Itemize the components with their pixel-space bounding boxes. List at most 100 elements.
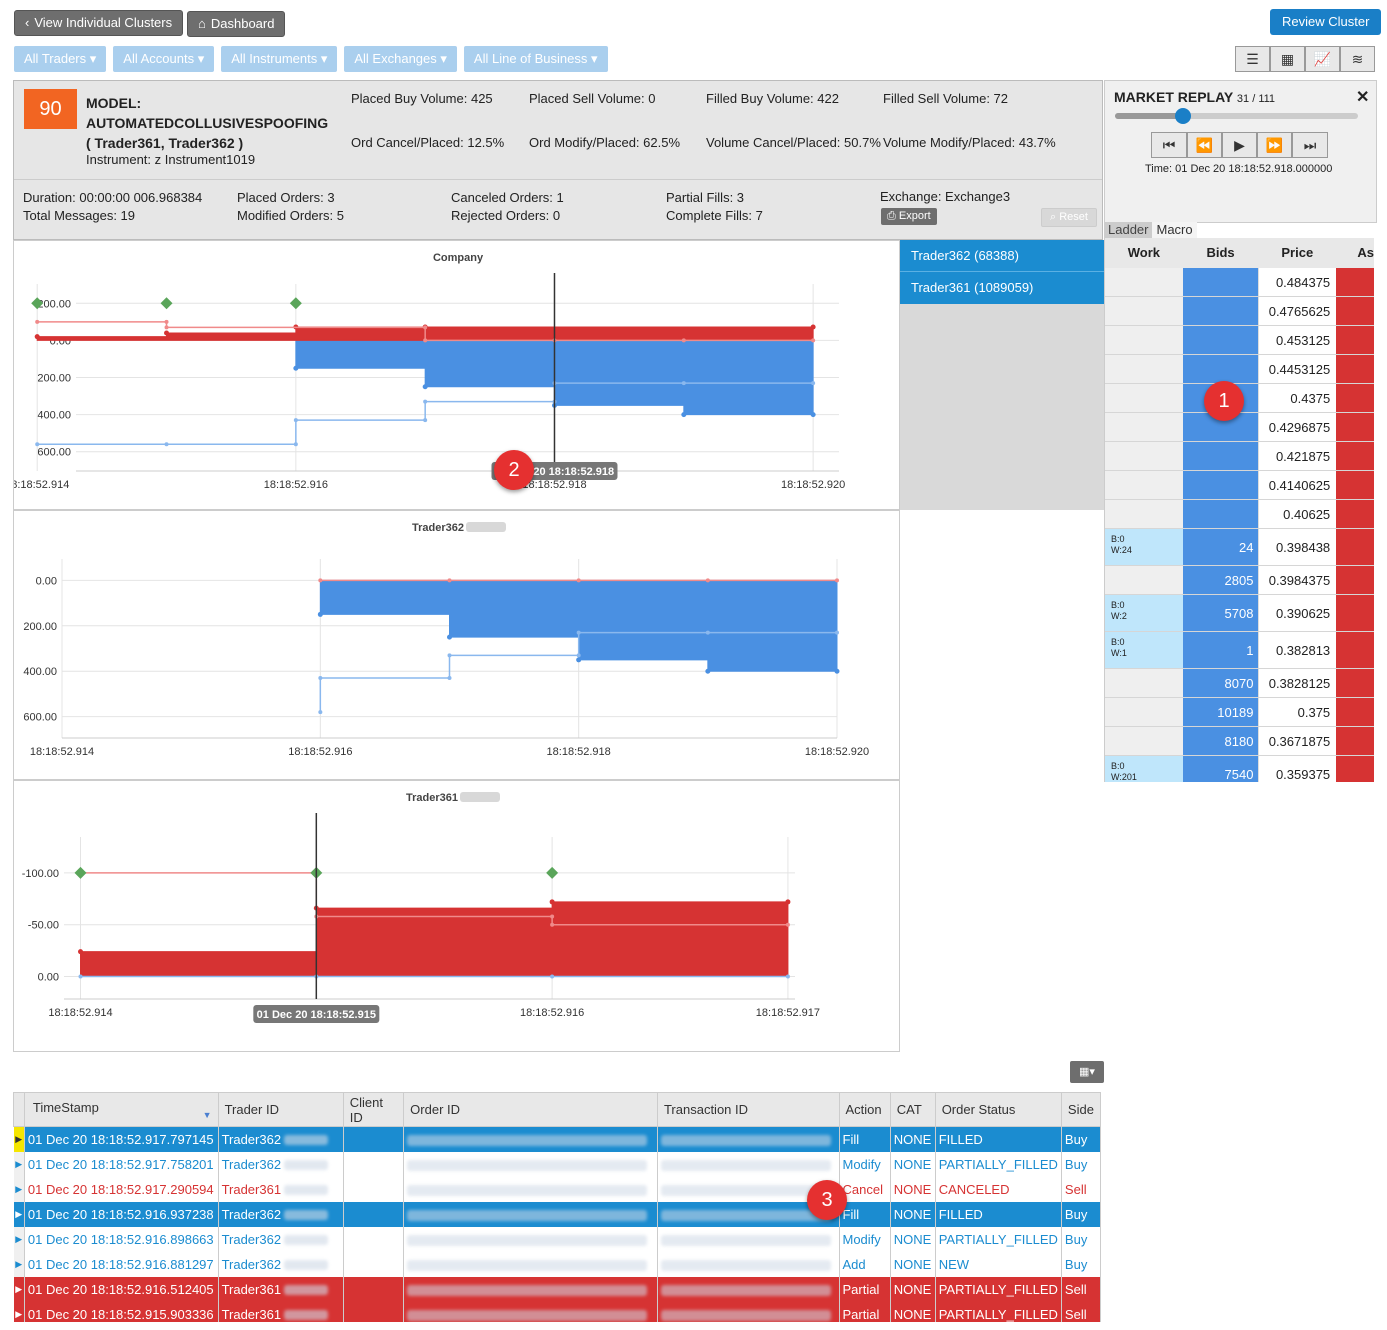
row-expand-icon[interactable]: ▶ xyxy=(13,1201,25,1227)
dashboard-button[interactable]: ⌂ Dashboard xyxy=(187,11,286,37)
col-side[interactable]: Side xyxy=(1060,1092,1102,1127)
col-action[interactable]: Action xyxy=(838,1092,891,1127)
table-row[interactable]: ▶ 01 Dec 20 18:18:52.916.881297 Trader362 A… xyxy=(13,1251,1102,1277)
filter-lob[interactable]: All Line of Business ▾ xyxy=(463,46,608,72)
ladder-row[interactable]: 8180 0.3671875 xyxy=(1105,727,1374,756)
ladder-ask-cell[interactable] xyxy=(1336,268,1374,296)
ladder-ask-cell[interactable] xyxy=(1336,727,1374,755)
ladder-bid-cell[interactable] xyxy=(1182,471,1259,499)
ladder-ask-cell[interactable] xyxy=(1336,442,1374,470)
col-transaction-id[interactable]: Transaction ID xyxy=(656,1092,840,1127)
review-cluster-button[interactable]: Review Cluster xyxy=(1270,9,1382,35)
grid-view-icon[interactable]: ▦ xyxy=(1270,46,1305,72)
ladder-bid-cell[interactable] xyxy=(1182,297,1259,325)
ladder-ask-cell[interactable] xyxy=(1336,669,1374,697)
ladder-ask-cell[interactable] xyxy=(1336,566,1374,594)
table-row[interactable]: ▶ 01 Dec 20 18:18:52.917.290594 Trader361 C… xyxy=(13,1176,1102,1202)
reset-button[interactable]: ⌕ Reset xyxy=(1041,208,1097,227)
ladder-bid-cell[interactable] xyxy=(1182,442,1259,470)
col-client-id[interactable]: Client ID xyxy=(342,1092,405,1127)
ladder-bid-cell[interactable]: 10189 xyxy=(1182,698,1259,726)
ladder-bid-cell[interactable] xyxy=(1182,326,1259,354)
ladder-row[interactable]: 0.4765625 xyxy=(1105,297,1374,326)
sort-desc-icon[interactable]: ▼ xyxy=(202,1109,212,1120)
ladder-row[interactable]: 0.421875 xyxy=(1105,442,1374,471)
ladder-row[interactable]: B:0 W:201 7540 0.359375 xyxy=(1105,756,1374,782)
trader361-chart[interactable]: Trader361 -100.00 -50.00 0.00 18:18:52.914 18… xyxy=(13,780,900,1052)
ladder-ask-cell[interactable] xyxy=(1336,297,1374,325)
trader-item-361[interactable]: Trader361 (1089059) xyxy=(900,272,1104,304)
ladder-bid-cell[interactable] xyxy=(1182,355,1259,383)
row-expand-icon[interactable]: ▶ xyxy=(13,1176,25,1202)
ladder-row[interactable]: 8070 0.3828125 xyxy=(1105,669,1374,698)
chart-view-icon[interactable]: 📈 xyxy=(1305,46,1340,72)
col-cat[interactable]: CAT xyxy=(889,1092,936,1127)
col-trader-id[interactable]: Trader ID xyxy=(217,1092,344,1127)
fast-forward-icon[interactable]: ⏩ xyxy=(1257,132,1292,158)
ladder-bid-cell[interactable]: 2805 xyxy=(1182,566,1259,594)
ladder-row[interactable]: B:0 W:1 1 0.382813 xyxy=(1105,632,1374,669)
layers-icon[interactable]: ≋ xyxy=(1340,46,1375,72)
filter-exchanges[interactable]: All Exchanges ▾ xyxy=(344,46,457,72)
ladder-row[interactable]: 0.4296875 xyxy=(1105,413,1374,442)
ladder-ask-cell[interactable] xyxy=(1336,500,1374,528)
ladder-ask-cell[interactable] xyxy=(1336,632,1374,668)
ladder-ask-cell[interactable] xyxy=(1336,413,1374,441)
list-view-icon[interactable]: ☰ xyxy=(1235,46,1270,72)
filter-instruments[interactable]: All Instruments ▾ xyxy=(221,46,338,72)
ladder-row[interactable]: B:0 W:2 5708 0.390625 xyxy=(1105,595,1374,632)
ladder-row[interactable]: 0.40625 xyxy=(1105,500,1374,529)
ladder-row[interactable]: 10189 0.375 xyxy=(1105,698,1374,727)
table-row[interactable]: ▶ 01 Dec 20 18:18:52.916.512405 Trader361 P… xyxy=(13,1276,1102,1302)
ladder-ask-cell[interactable] xyxy=(1336,355,1374,383)
replay-slider-handle[interactable] xyxy=(1174,108,1191,124)
replay-slider[interactable] xyxy=(1115,108,1358,124)
ladder-bid-cell[interactable]: 8180 xyxy=(1182,727,1259,755)
ladder-bid-cell[interactable]: 5708 xyxy=(1182,595,1259,631)
ladder-row[interactable]: 0.4140625 xyxy=(1105,471,1374,500)
export-button[interactable]: ⎙ Export xyxy=(881,208,937,225)
table-row[interactable]: ▶ 01 Dec 20 18:18:52.916.937238 Trader362 F… xyxy=(13,1201,1102,1227)
back-button[interactable]: ‹ View Individual Clusters xyxy=(14,10,184,36)
column-chooser-icon[interactable]: ▦▾ xyxy=(1070,1061,1104,1083)
row-expand-icon[interactable]: ▶ xyxy=(13,1151,25,1177)
table-row[interactable]: ▶ 01 Dec 20 18:18:52.917.758201 Trader362 M… xyxy=(13,1151,1102,1177)
skip-start-icon[interactable]: ⏮ xyxy=(1151,132,1187,158)
ladder-ask-cell[interactable] xyxy=(1336,698,1374,726)
ladder-row[interactable]: 0.484375 xyxy=(1105,268,1374,297)
ladder-row[interactable]: 0.4453125 xyxy=(1105,355,1374,384)
tab-macro[interactable]: Macro xyxy=(1152,222,1197,238)
filter-accounts[interactable]: All Accounts ▾ xyxy=(113,46,215,72)
row-expand-icon[interactable]: ▶ xyxy=(13,1226,25,1252)
col-timestamp[interactable]: TimeStamp ▼ xyxy=(23,1092,219,1127)
ladder-bid-cell[interactable] xyxy=(1182,268,1259,296)
ladder-row[interactable]: B:0 W:24 24 0.398438 xyxy=(1105,529,1374,566)
rewind-icon[interactable]: ⏪ xyxy=(1187,132,1222,158)
row-expand-icon[interactable]: ▶ xyxy=(13,1301,25,1322)
row-expand-icon[interactable]: ▶ xyxy=(13,1276,25,1302)
play-icon[interactable]: ▶ xyxy=(1222,132,1257,158)
table-row[interactable]: ▶ 01 Dec 20 18:18:52.915.903336 Trader361 P… xyxy=(13,1301,1102,1322)
ladder-ask-cell[interactable] xyxy=(1336,529,1374,565)
ladder-ask-cell[interactable] xyxy=(1336,471,1374,499)
skip-end-icon[interactable]: ⏭ xyxy=(1292,132,1328,158)
ladder-bid-cell[interactable]: 24 xyxy=(1182,529,1259,565)
ladder-ask-cell[interactable] xyxy=(1336,595,1374,631)
ladder-ask-cell[interactable] xyxy=(1336,384,1374,412)
tab-ladder[interactable]: Ladder xyxy=(1104,222,1153,238)
ladder-bid-cell[interactable] xyxy=(1182,500,1259,528)
company-chart[interactable]: Company-200.000.00200.00400.00600.0018:1… xyxy=(5,240,900,510)
ladder-row[interactable]: 2805 0.3984375 xyxy=(1105,566,1374,595)
row-expand-icon[interactable]: ▶ xyxy=(13,1126,25,1152)
close-icon[interactable]: ✕ xyxy=(1356,89,1370,106)
ladder-row[interactable]: 0.453125 xyxy=(1105,326,1374,355)
trader-item-362[interactable]: Trader362 (68388) xyxy=(900,240,1104,272)
ladder-ask-cell[interactable] xyxy=(1336,756,1374,782)
table-row[interactable]: ▶ 01 Dec 20 18:18:52.917.797145 Trader362 F… xyxy=(13,1126,1102,1152)
trader362-chart[interactable]: Trader362 0.00 200.00 400.00 600.00 18:18:52.… xyxy=(13,510,900,780)
row-expand-icon[interactable]: ▶ xyxy=(13,1251,25,1277)
ladder-bid-cell[interactable]: 8070 xyxy=(1182,669,1259,697)
col-order-id[interactable]: Order ID xyxy=(403,1092,658,1127)
filter-traders[interactable]: All Traders ▾ xyxy=(14,46,107,72)
col-order-status[interactable]: Order Status xyxy=(934,1092,1062,1127)
